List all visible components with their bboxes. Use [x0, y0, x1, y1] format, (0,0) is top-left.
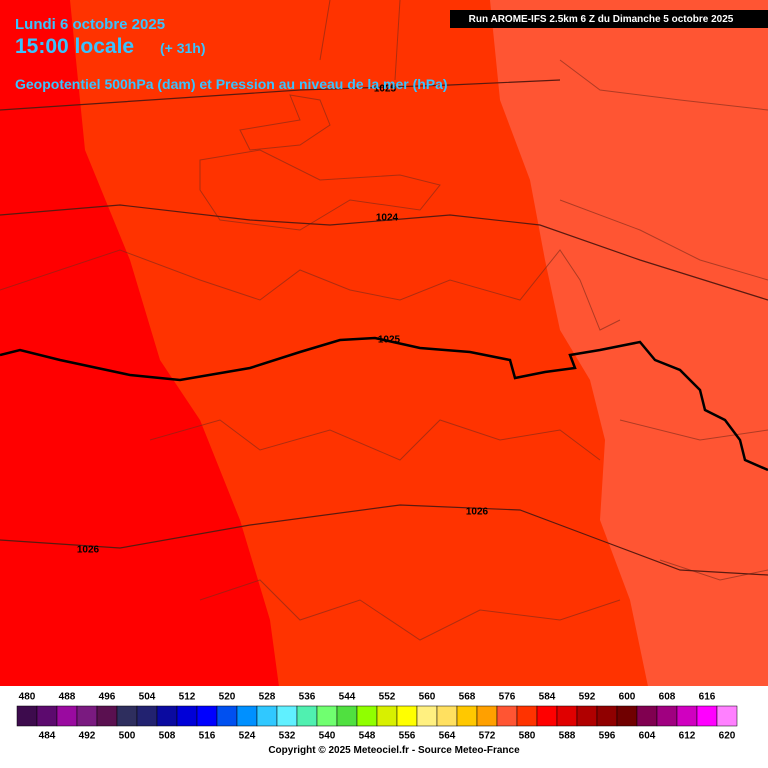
color-bar-label: 536 [299, 692, 316, 703]
isobar-label: 1025 [374, 84, 397, 95]
subtitle: Geopotentiel 500hPa (dam) et Pression au… [15, 76, 448, 92]
color-bar-label: 572 [479, 731, 496, 742]
color-bar-label: 576 [499, 692, 516, 703]
field-area [0, 0, 290, 768]
color-bar-label: 612 [679, 731, 696, 742]
color-bar-label: 524 [239, 731, 256, 742]
color-swatch [596, 705, 618, 727]
color-swatch [436, 705, 458, 727]
color-bar-label: 516 [199, 731, 216, 742]
color-bar-label: 508 [159, 731, 176, 742]
color-swatch [576, 705, 598, 727]
color-bar-label: 504 [139, 692, 156, 703]
isobar-label: 1024 [376, 213, 399, 224]
color-bar-label: 568 [459, 692, 476, 703]
color-bar-label: 496 [99, 692, 116, 703]
color-swatch [56, 705, 78, 727]
legend-background [0, 686, 768, 768]
color-swatch [76, 705, 98, 727]
color-bar-label: 548 [359, 731, 376, 742]
color-bar-label: 492 [79, 731, 96, 742]
color-swatch [396, 705, 418, 727]
color-bar-label: 580 [519, 731, 536, 742]
color-swatch [296, 705, 318, 727]
color-bar-label: 532 [279, 731, 296, 742]
color-swatch [256, 705, 278, 727]
color-swatch [496, 705, 518, 727]
color-swatch [516, 705, 538, 727]
color-bar-label: 540 [319, 731, 336, 742]
isobar-label: 1026 [466, 507, 489, 518]
color-bar-label: 616 [699, 692, 716, 703]
color-bar-label: 620 [719, 731, 736, 742]
color-swatch [536, 705, 558, 727]
color-bar-label: 584 [539, 692, 556, 703]
color-swatch [696, 705, 718, 727]
color-swatch [96, 705, 118, 727]
lead-time: (+ 31h) [160, 40, 206, 56]
color-swatch [716, 705, 738, 727]
color-swatch [476, 705, 498, 727]
isobar-labels: 1025 1024 1025 1026 1026 [77, 84, 489, 556]
isobar-label: 1025 [378, 335, 401, 346]
national-border [0, 336, 768, 472]
color-swatch [456, 705, 478, 727]
color-swatch [176, 705, 198, 727]
borders [0, 0, 768, 641]
isobar-label: 1026 [77, 545, 100, 556]
color-bar-label: 552 [379, 692, 396, 703]
color-swatch [316, 705, 338, 727]
color-swatch [356, 705, 378, 727]
color-swatch [116, 705, 138, 727]
color-bar-label: 592 [579, 692, 596, 703]
color-swatch [16, 705, 38, 727]
color-swatch [276, 705, 298, 727]
color-bar-label: 564 [439, 731, 456, 742]
color-bar-label: 608 [659, 692, 676, 703]
color-bar-label: 556 [399, 731, 416, 742]
color-bar-label: 604 [639, 731, 656, 742]
color-bar-label: 484 [39, 731, 56, 742]
color-swatch [156, 705, 178, 727]
color-swatch [236, 705, 258, 727]
color-swatch [676, 705, 698, 727]
color-bar-label: 512 [179, 692, 196, 703]
run-info: Run AROME-IFS 2.5km 6 Z du Dimanche 5 oc… [469, 14, 734, 25]
color-bar-label: 600 [619, 692, 636, 703]
date: Lundi 6 octobre 2025 [15, 16, 165, 33]
color-swatch [556, 705, 578, 727]
color-swatch [616, 705, 638, 727]
color-swatch [196, 705, 218, 727]
isobar-lines [0, 79, 768, 576]
copyright: Copyright © 2025 Meteociel.fr - Source M… [268, 745, 520, 756]
color-bar-label: 520 [219, 692, 236, 703]
color-swatch [416, 705, 438, 727]
color-bar-label: 500 [119, 731, 136, 742]
color-bar-label: 528 [259, 692, 276, 703]
color-swatch [36, 705, 58, 727]
run-banner [450, 10, 768, 28]
color-bar-label: 588 [559, 731, 576, 742]
color-bar-label: 560 [419, 692, 436, 703]
color-swatch [656, 705, 678, 727]
color-bar-label: 480 [19, 692, 36, 703]
color-swatch [336, 705, 358, 727]
color-swatch [136, 705, 158, 727]
time: 15:00 locale [15, 35, 134, 58]
color-swatch [216, 705, 238, 727]
color-bar: 480 484 488 492 496 500 504 508 512 516 520 524 528 5… [16, 692, 738, 742]
color-swatch [636, 705, 658, 727]
color-bar-label: 596 [599, 731, 616, 742]
color-bar-label: 488 [59, 692, 76, 703]
color-swatch [376, 705, 398, 727]
color-bar-label: 544 [339, 692, 356, 703]
